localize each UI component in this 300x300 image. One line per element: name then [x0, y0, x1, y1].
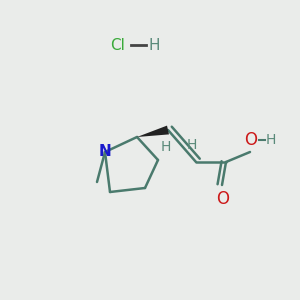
Text: H: H: [187, 138, 197, 152]
Text: H: H: [161, 140, 171, 154]
Text: O: O: [244, 131, 257, 149]
Text: H: H: [266, 133, 276, 147]
Text: H: H: [148, 38, 160, 52]
Text: O: O: [217, 190, 230, 208]
Text: Cl: Cl: [111, 38, 125, 52]
Text: N: N: [99, 145, 111, 160]
Polygon shape: [137, 126, 169, 137]
